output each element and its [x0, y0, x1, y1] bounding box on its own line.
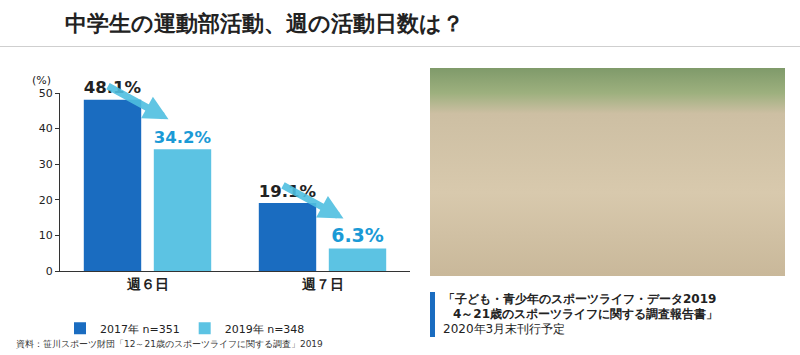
- svg-text:週７日: 週７日: [301, 276, 344, 292]
- svg-text:週６日: 週６日: [126, 276, 169, 292]
- svg-text:34.2%: 34.2%: [154, 128, 212, 147]
- html-text:2020年3月末刊行予定: 2020年3月末刊行予定: [443, 322, 566, 336]
- svg-text:2017年 n=351: 2017年 n=351: [100, 323, 180, 336]
- html-text:資料：笹川スポーツ財団「12～21歳のスポーツライフに関する: 資料：笹川スポーツ財団「12～21歳のスポーツライフに関する調査」2019: [16, 339, 323, 349]
- svg-text:48.1%: 48.1%: [84, 78, 142, 97]
- svg-text:0: 0: [46, 265, 53, 278]
- svg-text:2019年 n=348: 2019年 n=348: [225, 323, 305, 336]
- svg-text:50: 50: [39, 87, 53, 100]
- svg-text:40: 40: [39, 122, 53, 135]
- html-text:4～21歳のスポーツライフに関する調査報告書」: 4～21歳のスポーツライフに関する調査報告書」: [453, 307, 719, 321]
- svg-text:19.1%: 19.1%: [259, 182, 317, 201]
- svg-text:中学生の運動部活動、週の活動日数は？: 中学生の運動部活動、週の活動日数は？: [65, 11, 464, 36]
- svg-text:(%): (%): [32, 74, 51, 87]
- svg-text:10: 10: [39, 229, 53, 242]
- svg-text:30: 30: [39, 158, 53, 171]
- svg-text:6.3%: 6.3%: [331, 224, 384, 246]
- svg-text:20: 20: [39, 194, 53, 207]
- html-text:「子ども・青少年のスポーツライフ・データ2019: 「子ども・青少年のスポーツライフ・データ2019: [443, 292, 717, 306]
